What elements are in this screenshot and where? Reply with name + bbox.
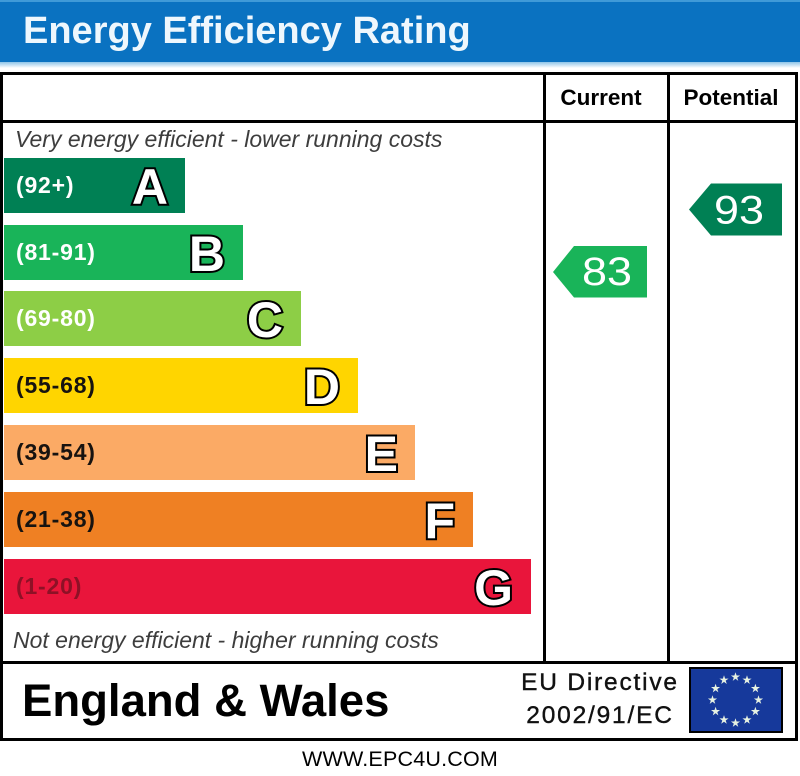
svg-text:93: 93 bbox=[714, 189, 764, 233]
svg-text:83: 83 bbox=[582, 250, 632, 294]
svg-text:A: A bbox=[132, 159, 168, 215]
svg-text:D: D bbox=[304, 359, 340, 415]
svg-text:G: G bbox=[474, 560, 513, 616]
svg-text:B: B bbox=[189, 226, 225, 282]
svg-text:C: C bbox=[247, 292, 283, 348]
svg-text:F: F bbox=[424, 493, 455, 549]
svg-text:E: E bbox=[365, 426, 398, 482]
